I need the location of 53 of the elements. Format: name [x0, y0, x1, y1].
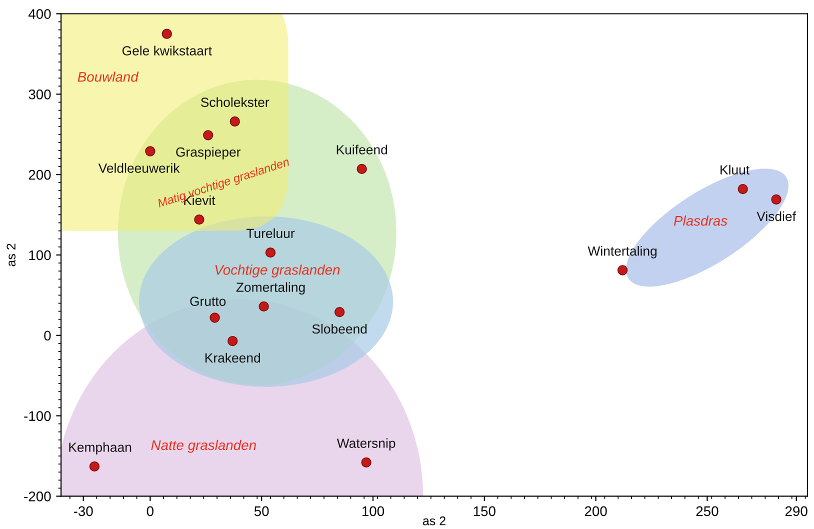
- y-tick-label: 100: [29, 250, 51, 260]
- y-tick-label: -100: [24, 411, 51, 421]
- point: [265, 247, 276, 258]
- point: [194, 214, 204, 225]
- annotation: Kluut: [720, 164, 750, 175]
- y-tick-label: 0: [44, 330, 51, 341]
- y-tick-label: 400: [28, 9, 51, 19]
- point: [356, 164, 367, 174]
- annotation: Watersnip: [336, 438, 396, 451]
- annotation: Wintertaling: [588, 246, 657, 258]
- x-tick-label: 290: [785, 506, 808, 516]
- annotation: Natte graslanden: [151, 440, 256, 453]
- annotation: Scholekster: [200, 97, 270, 107]
- point: [145, 146, 156, 156]
- annotation: Slobeend: [312, 324, 367, 334]
- point: [617, 265, 628, 276]
- annotation: Tureluur: [246, 228, 295, 238]
- annotation: Visdief: [756, 211, 796, 222]
- point: [228, 336, 238, 346]
- annotation: Plasdras: [674, 216, 728, 226]
- point: [89, 461, 100, 472]
- point: [334, 306, 345, 318]
- point: [258, 301, 269, 312]
- annotation: Krakeend: [205, 352, 260, 363]
- point: [203, 130, 214, 140]
- x-axis-title: as 2: [422, 516, 446, 526]
- annotation: Kuifeend: [336, 144, 388, 154]
- point: [162, 28, 172, 39]
- x-tick-label: 50: [254, 506, 269, 516]
- x-tick-label: -30: [74, 506, 93, 516]
- x-tick-label: 100: [362, 506, 384, 516]
- y-tick-label: 300: [28, 89, 51, 100]
- annotation: Grutto: [190, 296, 226, 306]
- y-tick-label: 200: [28, 170, 51, 180]
- y-tick-label: -200: [24, 492, 51, 502]
- point: [738, 184, 748, 194]
- annotation: Veldleeuwerik: [98, 163, 180, 173]
- annotation: Vochtige graslanden: [215, 264, 340, 278]
- annotation: Kemphaan: [69, 442, 132, 455]
- annotation: Graspieper: [176, 147, 241, 160]
- point: [230, 116, 240, 127]
- x-tick-label: 250: [696, 506, 718, 516]
- point: [771, 194, 782, 205]
- annotation: Kievit: [184, 195, 216, 206]
- annotation: Bouwland: [78, 72, 139, 82]
- x-tick-label: 0: [146, 506, 154, 516]
- annotation: Zomertaling: [236, 282, 305, 295]
- x-tick-label: 150: [474, 506, 496, 516]
- point: [361, 457, 372, 468]
- y-axis-title: as 2: [6, 244, 16, 266]
- annotation: Gele kwikstaart: [122, 46, 212, 56]
- point: [210, 312, 220, 323]
- x-tick-label: 200: [584, 506, 607, 516]
